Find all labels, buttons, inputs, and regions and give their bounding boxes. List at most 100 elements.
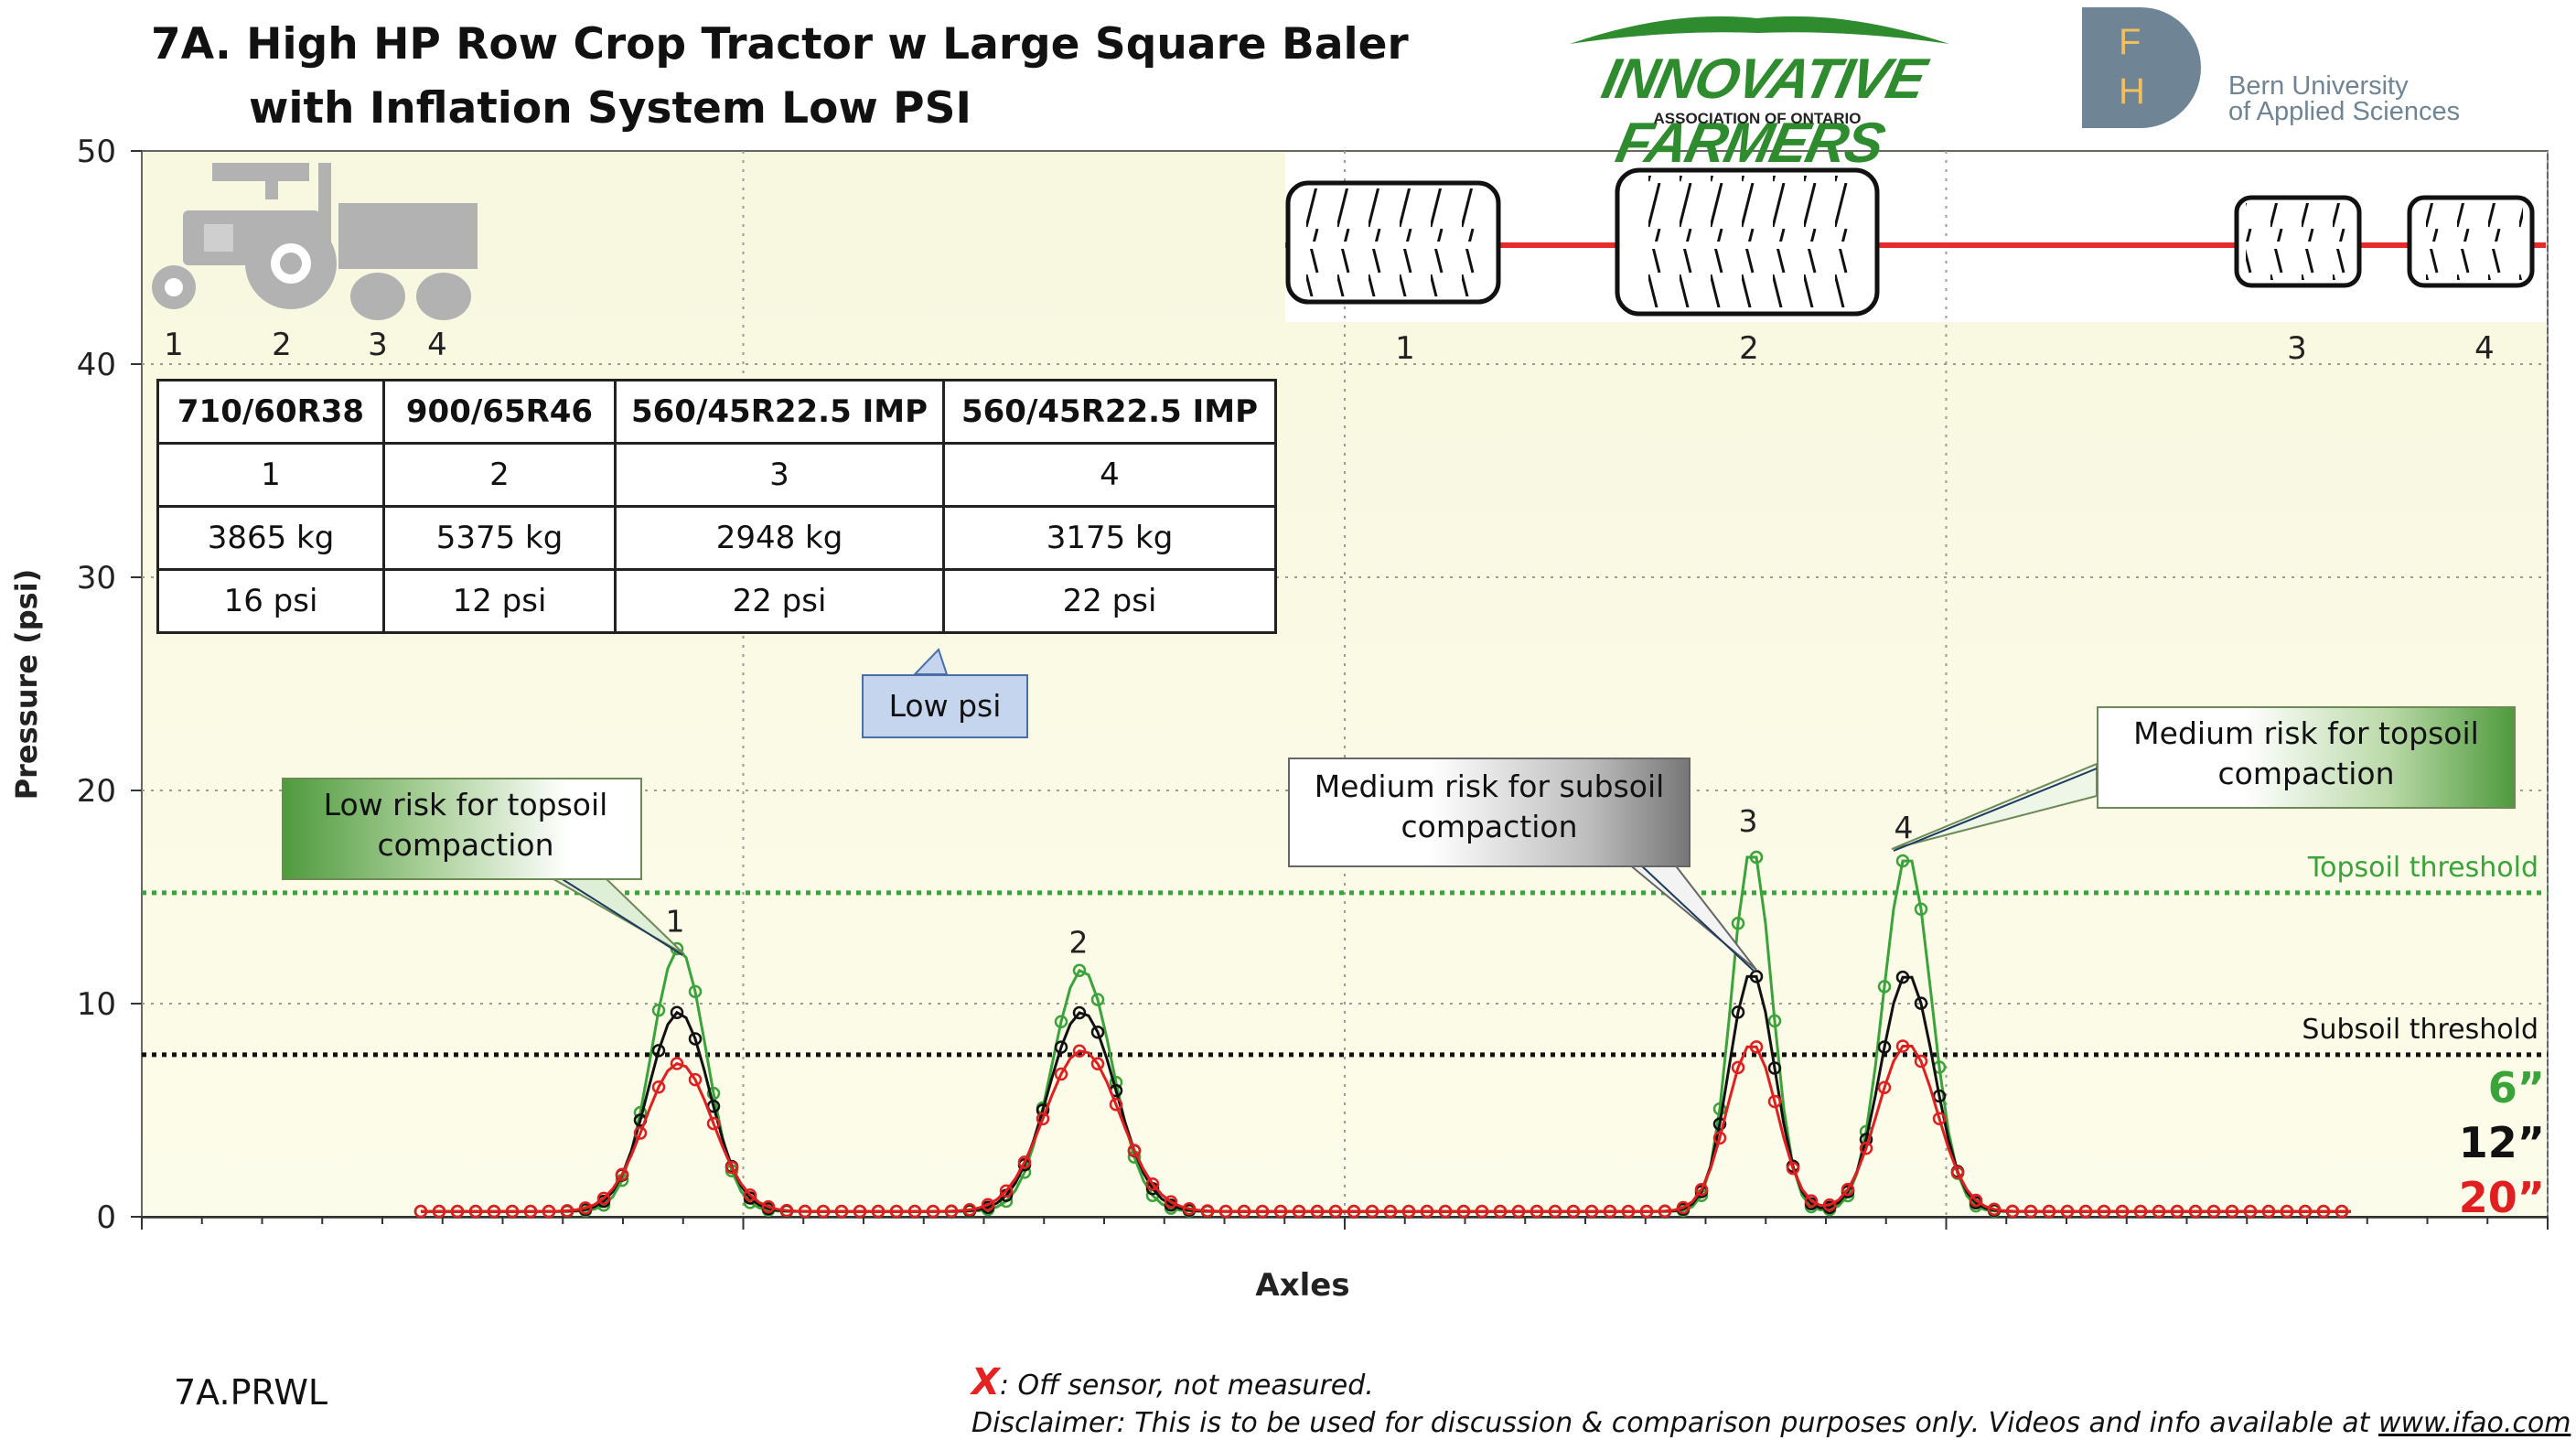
data-point (505, 1204, 520, 1219)
y-tick-label: 50 (77, 134, 116, 170)
off-sensor-note: X: Off sensor, not measured. (971, 1361, 1374, 1403)
threshold-label: Subsoil threshold (2302, 1014, 2538, 1046)
chart-id: 7A.PRWL (174, 1372, 328, 1413)
data-point (2115, 1204, 2130, 1219)
data-point (2152, 1204, 2166, 1219)
table-cell: 2 (382, 442, 617, 508)
data-point (1895, 854, 1910, 868)
data-point (2316, 1204, 2331, 1219)
bfh-logo-f: F (2119, 22, 2141, 62)
title-line-2: with Inflation System Low PSI (249, 83, 971, 134)
data-point (834, 1204, 849, 1219)
data-point (1036, 1112, 1050, 1126)
data-point (1859, 1141, 1873, 1155)
data-point (1365, 1204, 1379, 1219)
data-point (1255, 1204, 1270, 1219)
data-point (560, 1204, 574, 1218)
data-point (1566, 1204, 1581, 1219)
data-point (1273, 1204, 1288, 1219)
data-point (1914, 996, 1928, 1010)
y-axis: 0 10 20 30 40 50 Pressure (psi) (9, 134, 142, 1236)
data-point (688, 1072, 703, 1087)
data-point (2042, 1204, 2056, 1219)
data-point (1987, 1202, 2002, 1217)
icon-axle-label: 1 (164, 327, 184, 363)
legend-entry: 6” (2488, 1063, 2545, 1112)
table-cell: 22 psi (942, 568, 1277, 634)
ifao-logo: INNOVATIVE FARMERS ASSOCIATION OF ONTARI… (1533, 9, 1981, 175)
data-point (1749, 1040, 1764, 1054)
data-point (1712, 1117, 1727, 1131)
y-axis-label: Pressure (psi) (9, 569, 44, 801)
peak-label: 2 (1069, 925, 1089, 961)
data-point (962, 1203, 977, 1217)
data-point (2243, 1204, 2258, 1219)
data-point (1218, 1204, 1233, 1219)
icon-axle-label: 2 (272, 327, 292, 363)
data-point (1072, 1044, 1087, 1058)
peak-label: 4 (1894, 810, 1914, 845)
tractor-icon (152, 163, 337, 309)
data-point (1877, 980, 1892, 994)
x-axis: Axles (141, 1216, 2549, 1304)
data-point (1420, 1204, 1434, 1219)
y-tick-label: 0 (96, 1199, 116, 1236)
data-point (1328, 1204, 1343, 1219)
table-row: 1 2 3 4 (156, 442, 1277, 508)
tire-4 (2407, 195, 2535, 288)
low-psi-callout: Low psi (862, 674, 1028, 738)
disclaimer-text: Disclaimer: This is to be used for discu… (971, 1407, 2378, 1439)
page-title: 7A. High HP Row Crop Tractor w Large Squ… (151, 13, 1409, 141)
data-point (1145, 1177, 1160, 1191)
table-row: 710/60R38 900/65R46 560/45R22.5 IMP 560/… (156, 379, 1277, 445)
data-point (542, 1204, 556, 1219)
data-point (2225, 1204, 2239, 1219)
data-point (1767, 1014, 1782, 1028)
data-point (1127, 1144, 1142, 1157)
peak-label: 3 (1739, 803, 1758, 839)
data-point (523, 1204, 538, 1219)
data-point (578, 1201, 593, 1215)
table-row: 3865 kg 5375 kg 2948 kg 3175 kg (156, 505, 1277, 571)
data-point (468, 1204, 483, 1219)
data-point (1530, 1204, 1544, 1219)
data-point (670, 1005, 684, 1019)
data-point (1090, 1057, 1105, 1071)
data-point (1639, 1204, 1654, 1219)
table-cell: 22 psi (614, 568, 945, 634)
data-point (999, 1184, 1014, 1198)
data-point (1877, 1040, 1892, 1054)
medium-risk-subsoil-callout: Medium risk for subsoil compaction (1288, 758, 1690, 867)
ifao-link[interactable]: www.ifao.com (2377, 1407, 2571, 1439)
data-point (2206, 1204, 2221, 1219)
data-point (1767, 1094, 1782, 1109)
data-point (1072, 963, 1087, 978)
data-point (706, 1116, 721, 1131)
data-point (1822, 1198, 1837, 1212)
ifao-logo-subtitle: ASSOCIATION OF ONTARIO (1653, 110, 1862, 127)
data-point (1749, 850, 1764, 865)
data-point (1054, 1040, 1068, 1054)
data-point (1731, 917, 1745, 930)
data-point (1017, 1155, 1032, 1169)
data-point (1383, 1204, 1398, 1219)
data-point (1475, 1204, 1489, 1219)
data-point (871, 1204, 886, 1219)
topsoil-callout-arrow (1893, 768, 2098, 852)
data-point (1054, 1015, 1068, 1028)
data-point (1511, 1204, 1526, 1219)
data-point (651, 1080, 666, 1094)
callout-text: Low risk for topsoil compaction (323, 787, 608, 863)
data-point (1932, 1112, 1947, 1125)
callout-text: Medium risk for subsoil compaction (1314, 768, 1665, 844)
data-point (633, 1126, 648, 1140)
data-point (1090, 993, 1105, 1006)
data-point (981, 1198, 995, 1212)
data-point (1841, 1182, 1855, 1197)
table-cell: 560/45R22.5 IMP (942, 379, 1277, 445)
data-point (1895, 970, 1910, 984)
data-point (1712, 1131, 1727, 1145)
data-point (2023, 1204, 2038, 1219)
data-point (1767, 1061, 1782, 1075)
